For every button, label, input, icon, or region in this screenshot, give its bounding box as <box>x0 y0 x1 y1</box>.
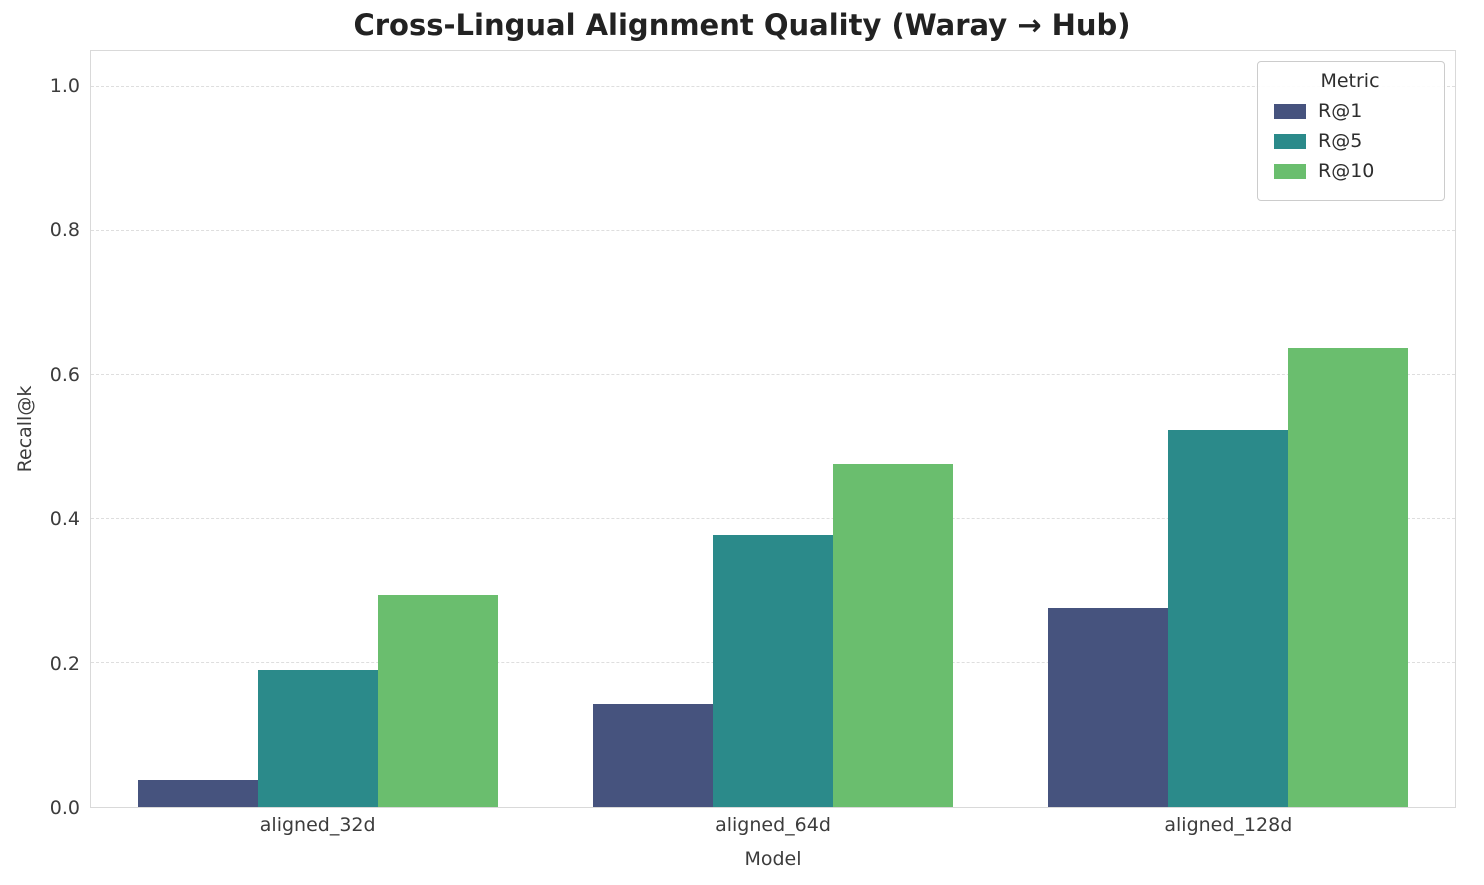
bar <box>138 779 259 807</box>
legend-swatch <box>1274 163 1306 179</box>
y-tick-label: 1.0 <box>49 75 80 98</box>
bar <box>1047 607 1168 807</box>
legend: Metric R@1 R@5 R@10 <box>1257 61 1445 201</box>
x-axis-ticks: aligned_32d aligned_64d aligned_128d <box>90 814 1456 836</box>
x-tick-label: aligned_64d <box>715 814 831 836</box>
y-tick-label: 0.0 <box>49 797 80 819</box>
bar-group <box>91 51 546 807</box>
legend-item: R@10 <box>1274 160 1426 182</box>
bar <box>593 704 713 807</box>
legend-item: R@5 <box>1274 130 1426 152</box>
gridline <box>91 518 1455 519</box>
gridline <box>91 86 1455 87</box>
gridline <box>91 374 1455 375</box>
bar-group <box>546 51 1001 807</box>
bar <box>833 463 953 807</box>
x-tick-label: aligned_32d <box>259 814 376 836</box>
legend-label: R@10 <box>1318 160 1375 182</box>
legend-item: R@1 <box>1274 100 1426 122</box>
chart-title: Cross-Lingual Alignment Quality (Waray →… <box>353 8 1131 42</box>
legend-label: R@5 <box>1318 130 1363 152</box>
y-axis-ticks: 0.0 0.2 0.4 0.6 0.8 1.0 <box>0 50 80 819</box>
legend-title: Metric <box>1320 70 1380 92</box>
bar-groups <box>91 51 1455 807</box>
legend-label: R@1 <box>1318 100 1363 122</box>
bar <box>378 594 499 807</box>
y-tick-label: 0.8 <box>49 219 80 242</box>
plot-area: Metric R@1 R@5 R@10 <box>90 50 1456 808</box>
x-tick-label: aligned_128d <box>1164 814 1293 836</box>
bar <box>258 670 379 807</box>
y-tick-label: 0.6 <box>49 363 80 386</box>
legend-items: R@1 R@5 R@10 <box>1270 100 1430 182</box>
bar <box>1287 347 1408 807</box>
x-axis-label: Model <box>744 848 802 870</box>
bar-group <box>1000 51 1455 807</box>
gridline <box>91 230 1455 231</box>
legend-swatch <box>1274 133 1306 149</box>
bar <box>713 534 833 807</box>
legend-swatch <box>1274 103 1306 119</box>
y-tick-label: 0.4 <box>49 508 80 531</box>
y-tick-label: 0.2 <box>49 652 80 675</box>
bar <box>1167 429 1288 807</box>
